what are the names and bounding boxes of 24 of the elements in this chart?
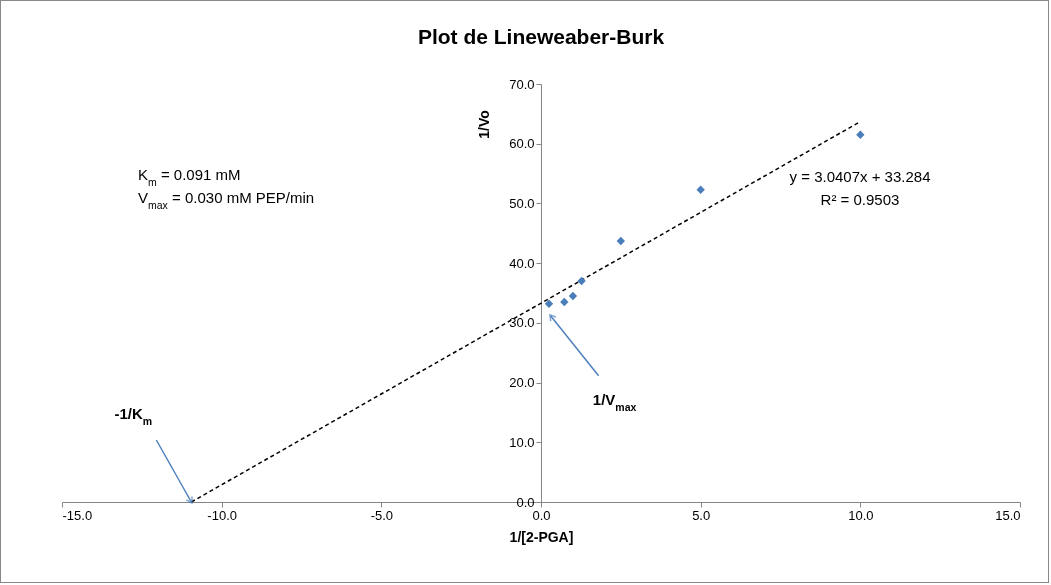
y-tick-label: 0.0: [516, 494, 535, 510]
x-tick-label: -15.0: [62, 507, 93, 523]
y-tick-label: 40.0: [509, 255, 535, 271]
y-tick-label: 10.0: [509, 434, 535, 450]
annotation: y = 3.0407x + 33.284: [789, 168, 931, 185]
x-tick-label: 10.0: [848, 507, 874, 523]
y-tick-label: 50.0: [509, 195, 535, 211]
annotation: V$_{max}$ = 0.030 mM PEP/min: [138, 189, 315, 211]
x-tick-label: -10.0: [207, 507, 237, 523]
annotation: K$_{m}$ = 0.091 mM: [138, 166, 241, 188]
x-tick-label: 0.0: [532, 507, 551, 523]
chart-title: Plot de Lineweaber-Burk: [417, 25, 665, 48]
x-axis-title: 1/[2-PGA]: [509, 528, 574, 545]
x-tick-label: 5.0: [692, 507, 711, 523]
y-tick-label: 60.0: [509, 136, 535, 152]
x-tick-label: -5.0: [370, 507, 394, 523]
annotation: -1/K$_{m}$: [114, 405, 153, 427]
annotation: 1/V$_{max}$: [592, 390, 637, 413]
y-tick-label: 30.0: [509, 315, 535, 331]
annotation: R² = 0.9503: [820, 191, 900, 208]
x-tick-label: 15.0: [995, 507, 1021, 523]
y-tick-label: 20.0: [509, 375, 535, 391]
y-tick-label: 70.0: [509, 76, 535, 92]
y-axis-title: 1/Vo: [475, 110, 492, 139]
